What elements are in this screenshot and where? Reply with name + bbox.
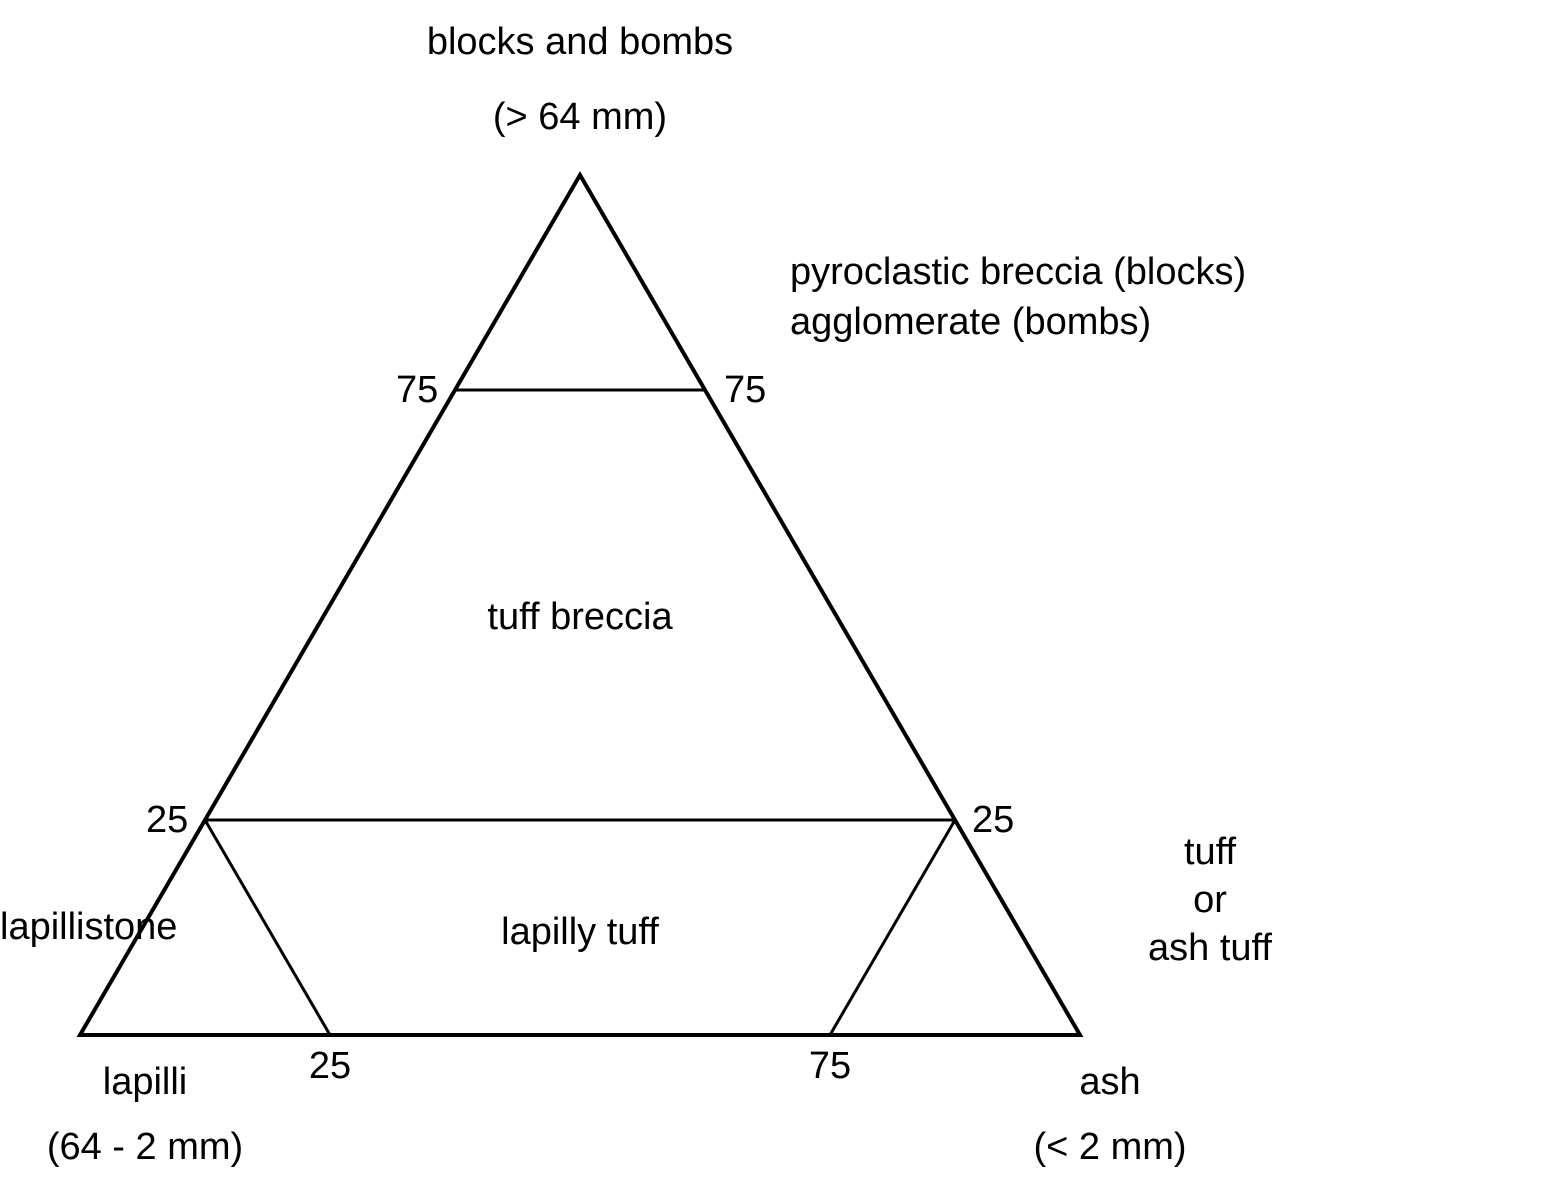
tick-base-left: 25	[309, 1044, 351, 1090]
region-top-line1: pyroclastic breccia (blocks)	[790, 250, 1246, 296]
region-middle: tuff breccia	[487, 595, 672, 641]
divider-base-right	[830, 820, 955, 1035]
tick-right-lower: 25	[972, 798, 1014, 844]
apex-right-label-line1: ash	[1079, 1060, 1140, 1106]
apex-top-label-line2: (> 64 mm)	[493, 95, 667, 141]
region-lower-left: lapillistone	[0, 905, 177, 951]
region-lower-right-line2: or	[1135, 878, 1285, 924]
region-lower-right-line3: ash tuff	[1135, 926, 1285, 972]
tick-left-upper: 75	[396, 368, 438, 414]
divider-base-left	[205, 820, 330, 1035]
region-lower-center: lapilly tuff	[501, 910, 659, 956]
ternary-diagram-svg	[0, 0, 1556, 1179]
apex-left-label-line1: lapilli	[103, 1060, 187, 1106]
apex-left-label-line2: (64 - 2 mm)	[47, 1125, 243, 1171]
apex-right-label-line2: (< 2 mm)	[1033, 1125, 1186, 1171]
ternary-diagram-container: blocks and bombs (> 64 mm) pyroclastic b…	[0, 0, 1556, 1179]
region-top-line2: agglomerate (bombs)	[790, 300, 1151, 346]
tick-right-upper: 75	[724, 368, 766, 414]
tick-base-right: 75	[809, 1044, 851, 1090]
apex-top-label-line1: blocks and bombs	[427, 20, 733, 66]
region-lower-right-line1: tuff	[1135, 830, 1285, 876]
tick-left-lower: 25	[146, 798, 188, 844]
